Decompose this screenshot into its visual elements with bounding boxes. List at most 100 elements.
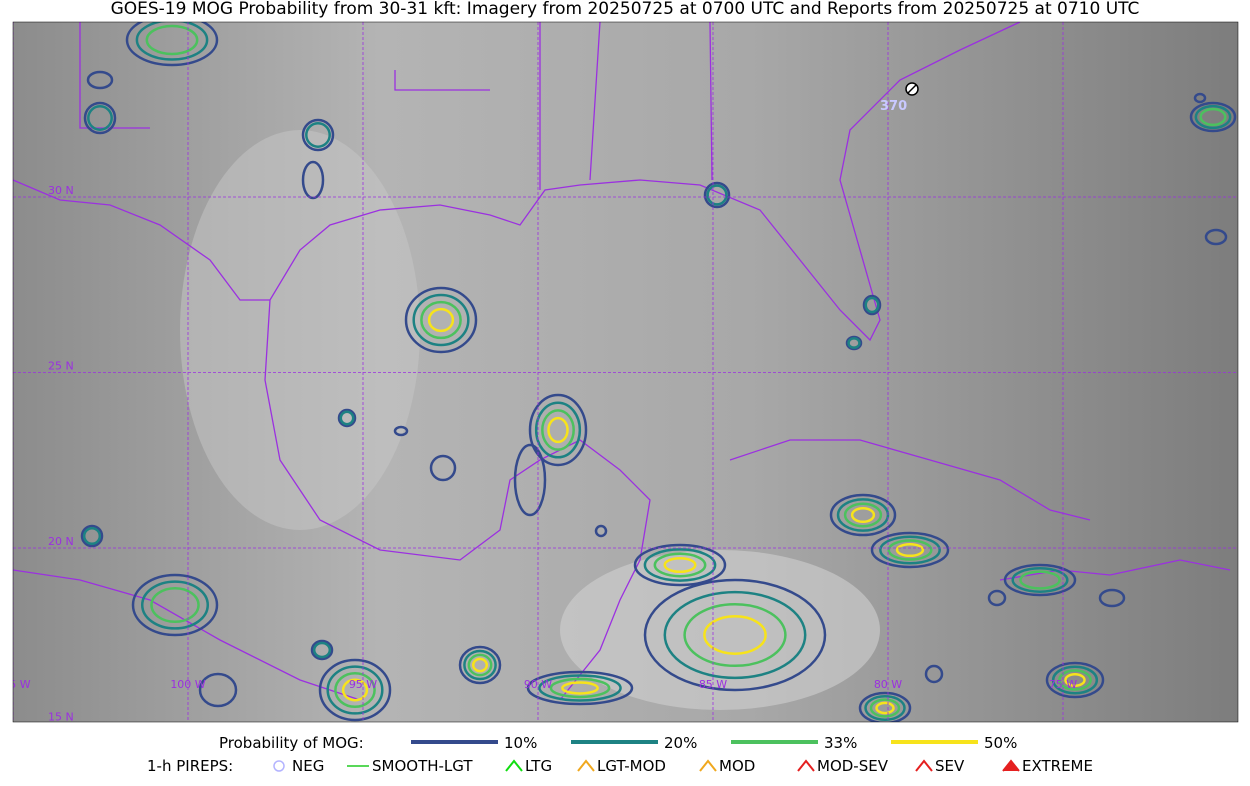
probability-contour bbox=[1204, 228, 1228, 246]
probability-contour bbox=[924, 664, 944, 684]
probability-contour bbox=[471, 657, 489, 673]
probability-contour bbox=[1019, 570, 1061, 590]
legend-label: LTG bbox=[525, 757, 552, 775]
probability-contour bbox=[1045, 661, 1105, 699]
legend-label: NEG bbox=[292, 757, 324, 775]
pirep-symbol bbox=[505, 759, 523, 772]
pirep-altitude: 370 bbox=[880, 99, 907, 114]
probability-contour bbox=[334, 671, 376, 709]
pirep-symbol bbox=[699, 759, 717, 772]
longitude-label: 90 W bbox=[524, 678, 552, 691]
probability-contour bbox=[150, 586, 200, 624]
probability-contour bbox=[526, 670, 634, 706]
legend-label: MOD bbox=[719, 757, 755, 775]
probability-contour bbox=[862, 294, 882, 316]
probability-contour bbox=[404, 286, 478, 354]
probability-contour bbox=[870, 531, 950, 569]
probability-contour bbox=[301, 118, 335, 152]
pirep-symbol bbox=[915, 759, 933, 772]
probability-contour bbox=[887, 539, 933, 561]
probability-contour bbox=[547, 416, 569, 444]
probability-contour bbox=[125, 22, 219, 67]
legend-title: 1-h PIREPS: bbox=[147, 757, 233, 775]
probability-contour bbox=[80, 524, 104, 548]
probability-contour bbox=[845, 335, 863, 351]
probability-contour bbox=[549, 677, 611, 699]
legend-label: EXTREME bbox=[1022, 757, 1093, 775]
probability-contour bbox=[145, 24, 199, 56]
map-frame bbox=[12, 21, 1239, 723]
probability-contour bbox=[561, 681, 599, 695]
cloud bbox=[560, 550, 880, 710]
legend-label: MOD-SEV bbox=[817, 757, 889, 775]
legend-label: SMOOTH-LGT bbox=[372, 757, 473, 775]
probability-contour bbox=[1011, 567, 1069, 593]
probability-contour bbox=[420, 300, 462, 340]
legend-label: 33% bbox=[824, 734, 857, 752]
probability-contour bbox=[869, 698, 901, 718]
probability-contour bbox=[538, 674, 622, 702]
probability-contour bbox=[703, 181, 731, 209]
longitude-label: 105 W bbox=[0, 678, 31, 691]
probability-contour bbox=[663, 556, 697, 574]
legend-label: 10% bbox=[504, 734, 537, 752]
probability-contour bbox=[86, 70, 114, 90]
probability-contour bbox=[427, 307, 455, 333]
latitude-label: 30 N bbox=[48, 184, 74, 197]
probability-contour bbox=[301, 160, 325, 200]
probability-contour bbox=[140, 580, 210, 630]
probability-contour bbox=[683, 602, 787, 668]
probability-contour bbox=[843, 502, 883, 528]
probability-contour bbox=[1193, 92, 1207, 104]
pirep-symbol bbox=[1002, 759, 1020, 772]
legend-label: 50% bbox=[984, 734, 1017, 752]
probability-contour bbox=[1194, 104, 1232, 130]
probability-contour bbox=[643, 548, 717, 582]
probability-contour bbox=[82, 526, 102, 546]
probability-contour bbox=[318, 658, 392, 722]
probability-contour bbox=[663, 590, 807, 680]
longitude-label: 80 W bbox=[874, 678, 902, 691]
map: 105 W 100 W 95 W 90 W 85 W 80 W 75 W 30 N 25 N 20… bbox=[0, 22, 1238, 724]
pirep-marker-slash bbox=[907, 84, 917, 94]
probability-contour bbox=[341, 678, 369, 702]
longitude-label: 100 W bbox=[170, 678, 205, 691]
pirep-symbol bbox=[797, 759, 815, 772]
legend-title: Probability of MOG: bbox=[219, 734, 364, 752]
probability-contour bbox=[653, 552, 707, 578]
probability-contour bbox=[458, 645, 502, 685]
legend-label: SEV bbox=[935, 757, 965, 775]
longitude-label: 95 W bbox=[349, 678, 377, 691]
probability-contour bbox=[83, 101, 117, 135]
title: GOES-19 MOG Probability from 30-31 kft: … bbox=[111, 0, 1140, 19]
probability-contour bbox=[1098, 588, 1126, 608]
probability-contour bbox=[337, 408, 357, 428]
probability-contour bbox=[467, 653, 493, 677]
probability-contour bbox=[829, 493, 897, 537]
legend: Probability of MOG: 10% 20% 33% 50% 1-h PIREP… bbox=[147, 734, 1093, 775]
probability-contour bbox=[594, 524, 608, 538]
probability-contour bbox=[858, 691, 912, 722]
cloud bbox=[180, 130, 420, 530]
probability-contour bbox=[541, 409, 575, 451]
probability-contour bbox=[513, 443, 547, 517]
probability-contour bbox=[643, 578, 827, 692]
probability-contour bbox=[1189, 101, 1237, 133]
probability-contour bbox=[633, 543, 727, 587]
probability-contour bbox=[463, 649, 497, 681]
probability-contour bbox=[1064, 672, 1086, 688]
probability-contour bbox=[326, 665, 384, 715]
latitude-label: 15 N bbox=[48, 711, 74, 724]
probability-contour bbox=[1051, 665, 1099, 695]
probability-contour bbox=[1199, 107, 1227, 127]
probability-contour bbox=[706, 184, 728, 206]
legend-label: 20% bbox=[664, 734, 697, 752]
probability-contour bbox=[305, 122, 331, 148]
probability-contour bbox=[864, 296, 880, 314]
probability-contour bbox=[895, 542, 925, 558]
longitude-label: 75 W bbox=[1049, 678, 1077, 691]
probability-contour bbox=[339, 410, 355, 426]
probability-contour bbox=[429, 454, 457, 482]
probability-contour bbox=[310, 639, 334, 661]
latitude-label: 20 N bbox=[48, 535, 74, 548]
